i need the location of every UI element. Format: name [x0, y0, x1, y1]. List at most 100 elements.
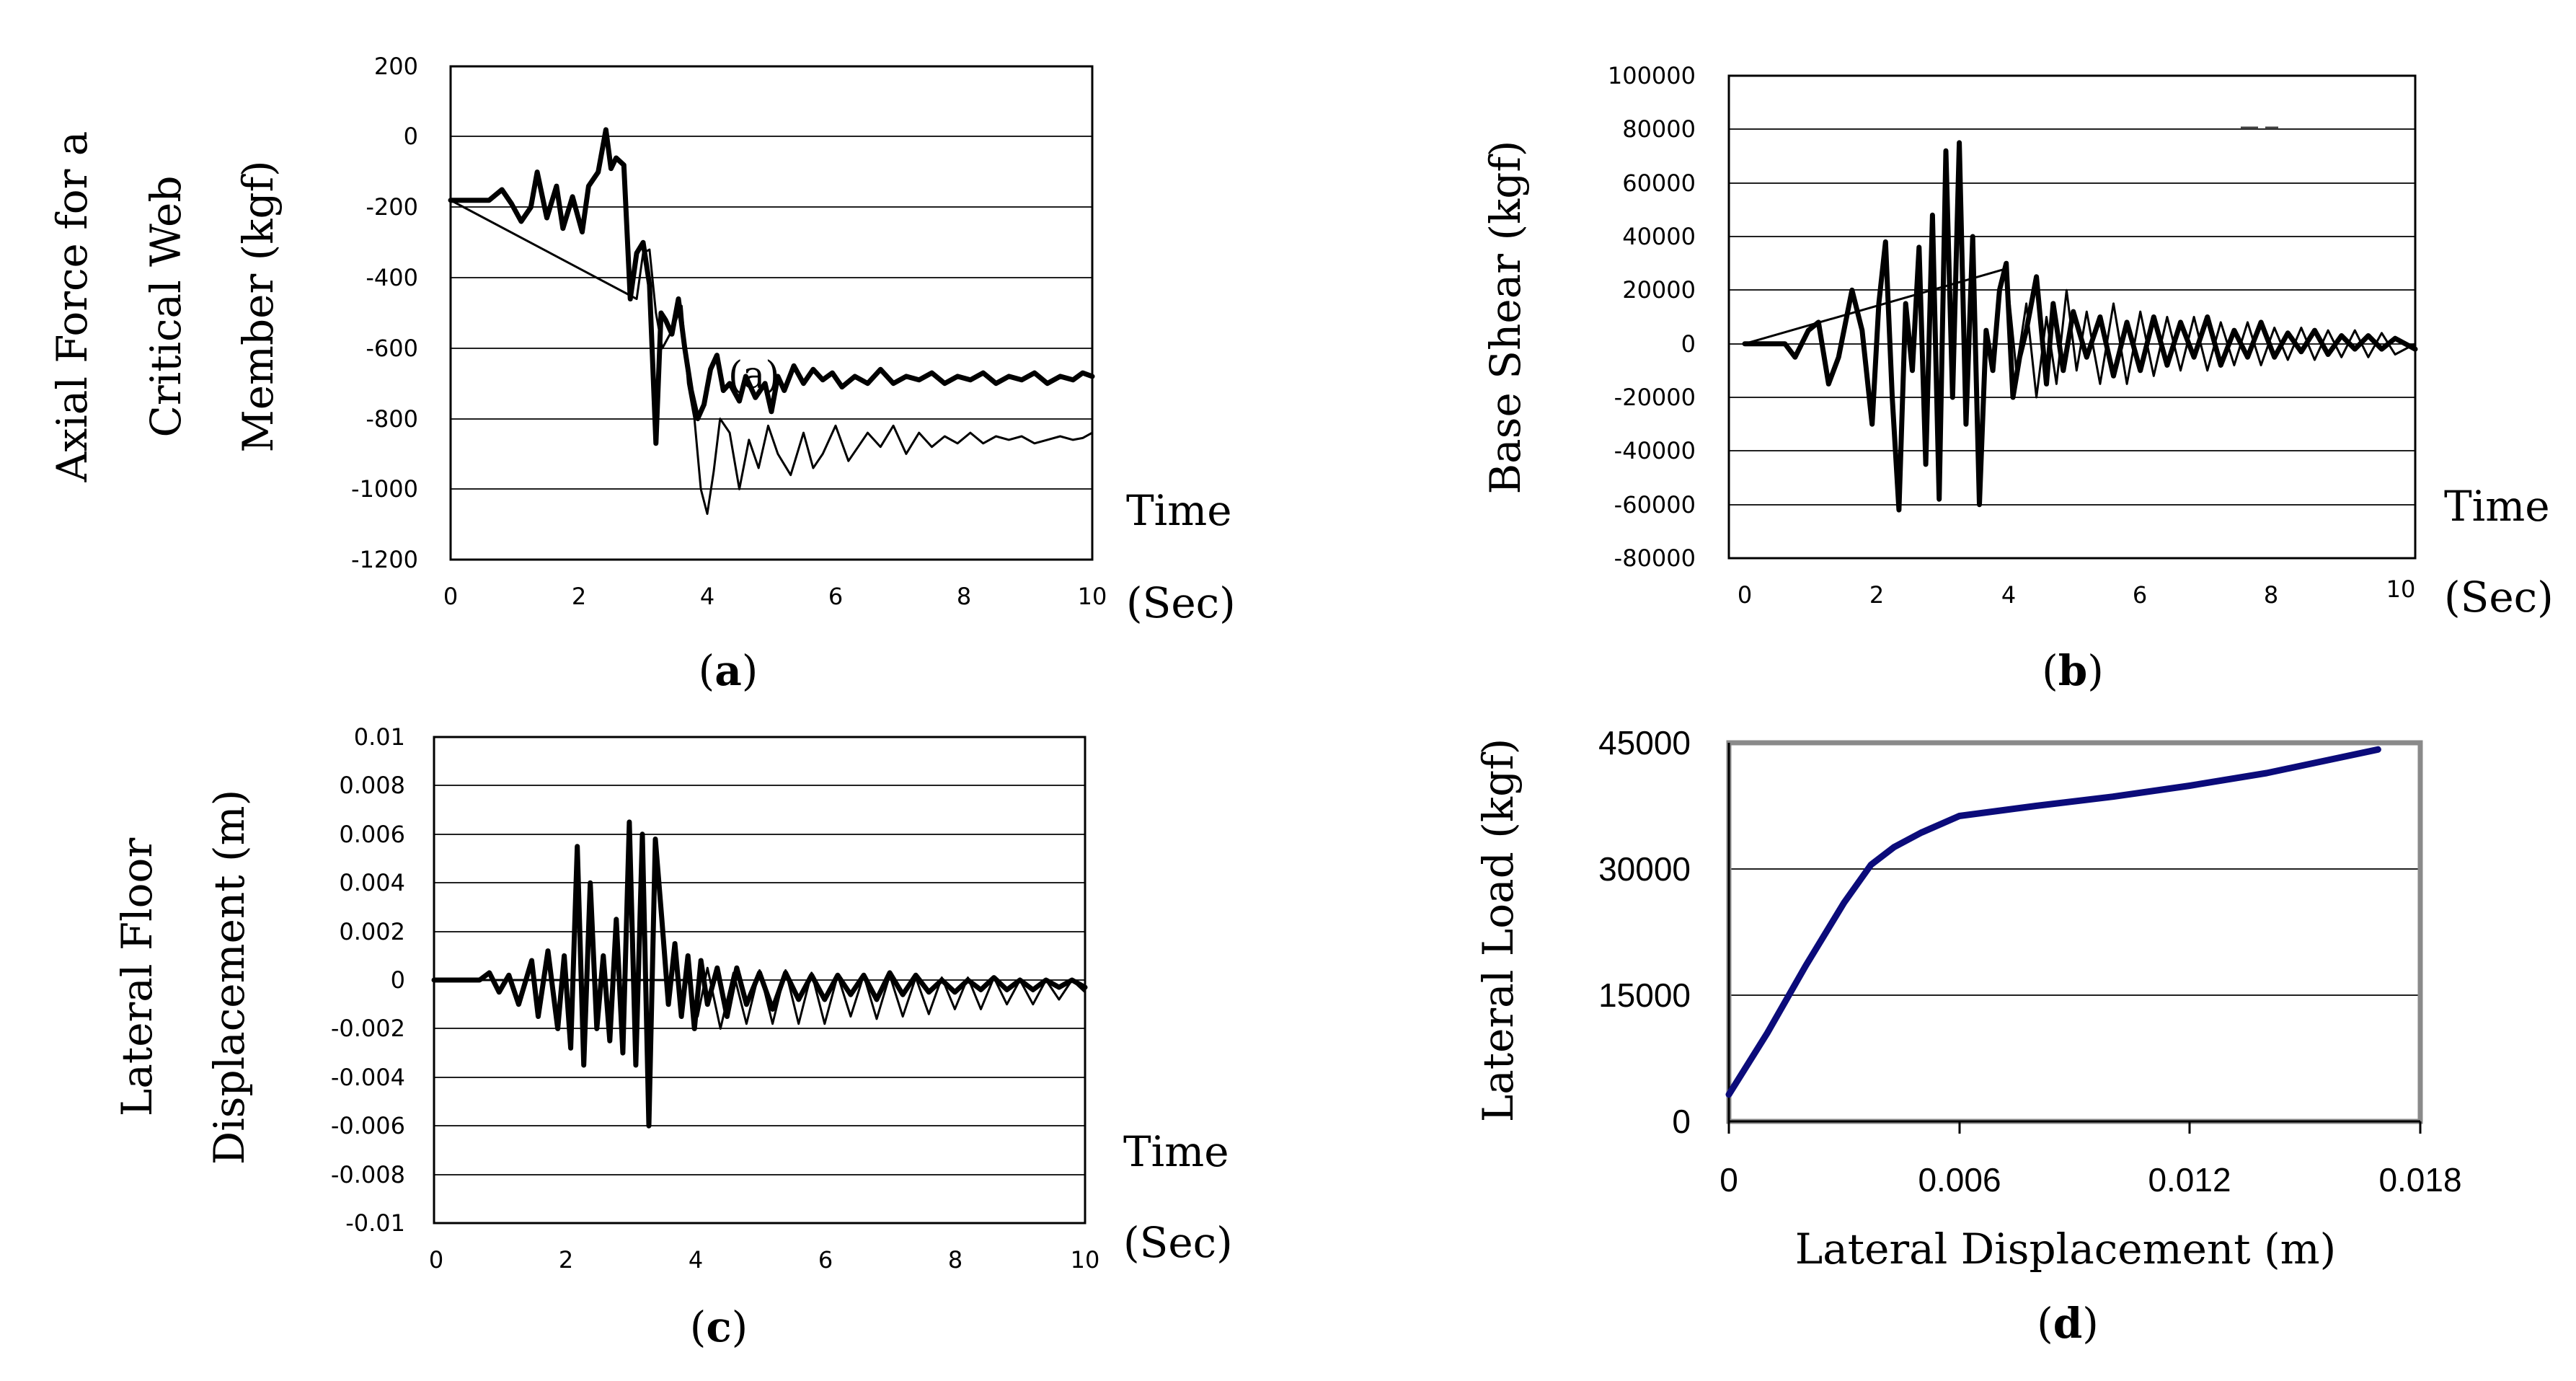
panel-c-ytick: -0.01	[345, 1209, 405, 1237]
panel-c: 0.01 0.008 0.006 0.004 0.002 0 -0.002 -0…	[112, 723, 1233, 1351]
panel-c-caption-letter: c	[706, 1302, 731, 1351]
panel-a-caption-letter: a	[714, 646, 742, 695]
panel-a-ytick: -800	[366, 405, 418, 433]
panel-d-xtick: 0	[1719, 1161, 1738, 1199]
panel-d-lines	[1725, 746, 2381, 1098]
panel-b-ytick: -40000	[1614, 437, 1696, 464]
panel-c-ylabel-line-1: Lateral Floor	[112, 838, 161, 1117]
panel-d-gridlines	[1729, 868, 2420, 996]
panel-d-caption-letter: d	[2053, 1299, 2083, 1348]
panel-b-xlabel-time: Time	[2444, 482, 2550, 531]
panel-d: 45000 30000 15000 0 0 0.006 0.012 0.018 …	[1474, 724, 2462, 1348]
panel-c-gridlines	[434, 736, 1085, 1175]
panel-c-xtick: 4	[689, 1246, 703, 1274]
panel-b-plot-frame	[1727, 74, 2417, 560]
panel-d-series-pushover	[1725, 746, 2381, 1098]
panel-c-ytick: 0.006	[339, 821, 405, 848]
panel-c-xlabel-time: Time	[1123, 1127, 1229, 1176]
panel-c-ytick: -0.008	[331, 1161, 405, 1188]
panel-a-ylabel-line-2: Critical Web	[141, 176, 190, 438]
panel-d-xtick: 0.018	[2378, 1161, 2461, 1199]
panel-b-ytick: -20000	[1614, 384, 1696, 411]
panel-c-xlabel-unit: (Sec)	[1123, 1218, 1233, 1267]
panel-a-caption: (a)	[699, 646, 758, 695]
panel-c-caption: (c)	[690, 1302, 748, 1351]
panel-c-lines	[431, 819, 1088, 1129]
panel-d-x-ticks: 0 0.006 0.012 0.018	[1719, 1161, 2461, 1199]
panel-c-ytick: -0.006	[331, 1112, 405, 1139]
panel-c-ytick: 0.01	[354, 723, 405, 751]
panel-a-xtick: 2	[572, 583, 586, 610]
panel-a-xlabel-unit: (Sec)	[1126, 578, 1236, 627]
panel-b-xlabel-unit: (Sec)	[2444, 573, 2554, 622]
panel-c-ytick: 0.002	[339, 918, 405, 945]
panel-c-series-thick	[431, 819, 1088, 1129]
panel-b-xtick: 2	[1869, 581, 1884, 609]
panel-b-ytick: 80000	[1622, 115, 1696, 143]
panel-b-series-thin	[1743, 268, 2417, 399]
panel-b-xtick: 10	[2386, 575, 2416, 603]
panel-c-xtick: 8	[948, 1246, 962, 1274]
panel-c-xtick: 2	[559, 1246, 573, 1274]
panel-c-ytick: 0.008	[339, 772, 405, 799]
panel-a-xtick: 0	[443, 583, 458, 610]
panel-c-ytick: 0.004	[339, 869, 405, 896]
panel-c-ytick: -0.002	[331, 1015, 405, 1042]
panel-a-ytick: -1200	[351, 546, 418, 573]
panel-c-xtick: 6	[818, 1246, 833, 1274]
panel-d-ytick: 15000	[1598, 976, 1691, 1014]
panel-a-xtick: 8	[957, 583, 971, 610]
panel-a-plot-frame	[449, 65, 1094, 561]
panel-d-y-ticks: 45000 30000 15000 0	[1598, 724, 1691, 1140]
panel-d-ytick: 0	[1672, 1103, 1691, 1140]
panel-b: 100000 80000 60000 40000 20000 0 -20000 …	[1481, 62, 2554, 695]
panel-d-xlabel: Lateral Displacement (m)	[1795, 1225, 2337, 1274]
panel-a-series-thick	[448, 127, 1095, 446]
panel-a-gridlines	[451, 66, 1092, 490]
panel-d-caption: (d)	[2037, 1299, 2099, 1348]
panel-a-ytick: -200	[366, 193, 418, 221]
panel-a-xlabel-time: Time	[1126, 486, 1232, 535]
panel-b-xtick: 6	[2133, 581, 2147, 609]
panel-b-series-thick	[1742, 140, 2418, 513]
panel-d-ytick: 30000	[1598, 850, 1691, 888]
panel-c-xtick: 0	[429, 1246, 443, 1274]
panel-b-caption-letter: b	[2058, 646, 2088, 695]
panel-b-xtick: 0	[1738, 581, 1752, 609]
panel-c-series-thin	[433, 966, 1086, 1030]
panel-b-caption: (b)	[2042, 646, 2104, 695]
panel-b-ytick: 40000	[1622, 223, 1696, 250]
panel-a-ytick: 0	[404, 123, 418, 150]
panel-b-ytick: 100000	[1608, 62, 1696, 89]
panel-d-xtick: 0.006	[1918, 1161, 2001, 1199]
panel-b-ytick: 20000	[1622, 276, 1696, 304]
panel-d-ytick: 45000	[1598, 724, 1691, 762]
panel-a: 200 0 -200 -400 -600 -800 -1000 -1200 0 …	[48, 53, 1236, 695]
panel-c-x-ticks: 0 2 4 6 8 10	[429, 1246, 1100, 1274]
panel-a-ytick: -600	[366, 335, 418, 362]
panel-b-ytick: -80000	[1614, 544, 1696, 572]
panel-d-xtick: 0.012	[2148, 1161, 2231, 1199]
panel-b-xtick: 4	[2001, 581, 2016, 609]
panel-d-ylabel: Lateral Load (kgf)	[1474, 738, 1523, 1123]
panel-b-lines	[1742, 140, 2418, 513]
panel-b-y-ticks: 100000 80000 60000 40000 20000 0 -20000 …	[1608, 62, 1696, 572]
panel-a-ytick: -1000	[351, 475, 418, 503]
panel-a-y-ticks: 200 0 -200 -400 -600 -800 -1000 -1200	[351, 53, 418, 573]
panel-c-y-ticks: 0.01 0.008 0.006 0.004 0.002 0 -0.002 -0…	[331, 723, 405, 1237]
panel-a-lines	[448, 127, 1095, 515]
panel-b-xtick: 8	[2264, 581, 2278, 609]
panel-a-ytick: 200	[374, 53, 418, 80]
panel-c-ytick: 0	[391, 966, 405, 994]
panel-b-ytick: 0	[1681, 330, 1696, 358]
panel-b-ytick: 60000	[1622, 169, 1696, 197]
panel-a-ylabel-line-1: Axial Force for a	[48, 131, 97, 483]
panel-c-ylabel-line-2: Displacement (m)	[205, 790, 254, 1165]
panel-b-x-ticks: 0 2 4 6 8 10	[1738, 575, 2416, 609]
panel-c-ytick: -0.004	[331, 1064, 405, 1091]
panel-a-xtick: 10	[1078, 583, 1107, 610]
panel-a-xtick: 4	[700, 583, 714, 610]
panel-a-x-ticks: 0 2 4 6 8 10	[443, 583, 1107, 610]
panel-b-ylabel: Base Shear (kgf)	[1481, 141, 1530, 495]
